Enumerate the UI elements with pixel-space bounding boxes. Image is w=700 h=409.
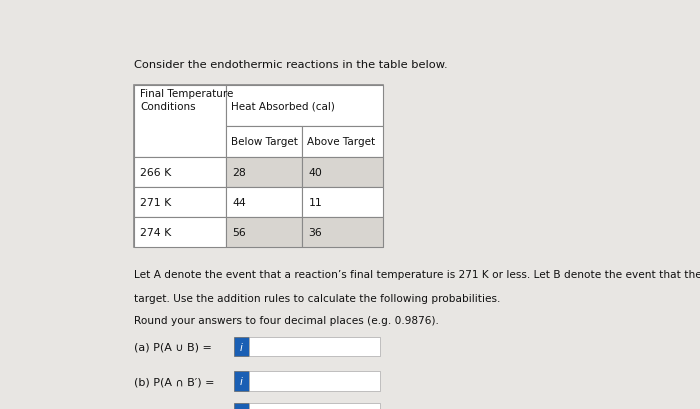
- Text: 266 K: 266 K: [140, 168, 172, 178]
- Text: 11: 11: [308, 198, 322, 208]
- Text: Heat Absorbed (cal): Heat Absorbed (cal): [231, 101, 335, 111]
- Text: Below Target: Below Target: [231, 137, 298, 147]
- Text: 44: 44: [232, 198, 246, 208]
- Text: i: i: [240, 342, 243, 352]
- Bar: [234, 371, 249, 391]
- Bar: [226, 218, 302, 247]
- Text: (a) P(A ∪ B) =: (a) P(A ∪ B) =: [134, 342, 211, 352]
- Bar: [302, 188, 383, 218]
- Bar: [234, 403, 249, 409]
- Bar: [226, 188, 302, 218]
- Text: 28: 28: [232, 168, 246, 178]
- Bar: [249, 371, 381, 391]
- Bar: [226, 126, 302, 158]
- Text: Round your answers to four decimal places (e.g. 0.9876).: Round your answers to four decimal place…: [134, 315, 438, 325]
- Text: 36: 36: [308, 227, 322, 238]
- Bar: [302, 158, 383, 188]
- Bar: [134, 218, 226, 247]
- Text: 56: 56: [232, 227, 246, 238]
- Bar: [134, 188, 226, 218]
- Bar: [226, 158, 302, 188]
- Bar: [134, 85, 226, 158]
- Bar: [234, 337, 249, 357]
- Text: 40: 40: [308, 168, 322, 178]
- Bar: [226, 85, 383, 126]
- Text: Above Target: Above Target: [307, 137, 375, 147]
- Text: (b) P(A ∩ B′) =: (b) P(A ∩ B′) =: [134, 376, 214, 387]
- Text: Final Temperature
Conditions: Final Temperature Conditions: [140, 89, 234, 112]
- Text: 271 K: 271 K: [140, 198, 172, 208]
- Bar: [249, 337, 381, 357]
- Text: (c) P(A′ ∪ B′) =: (c) P(A′ ∪ B′) =: [134, 408, 216, 409]
- Text: i: i: [240, 376, 243, 387]
- Bar: [249, 403, 381, 409]
- Bar: [302, 218, 383, 247]
- Text: target. Use the addition rules to calculate the following probabilities.: target. Use the addition rules to calcul…: [134, 293, 500, 303]
- Bar: [302, 126, 383, 158]
- Bar: [134, 158, 226, 188]
- Text: Consider the endothermic reactions in the table below.: Consider the endothermic reactions in th…: [134, 60, 447, 70]
- Bar: [134, 85, 383, 247]
- Text: i: i: [240, 408, 243, 409]
- Text: 274 K: 274 K: [140, 227, 172, 238]
- Text: Let A denote the event that a reaction’s final temperature is 271 K or less. Let: Let A denote the event that a reaction’s…: [134, 270, 700, 279]
